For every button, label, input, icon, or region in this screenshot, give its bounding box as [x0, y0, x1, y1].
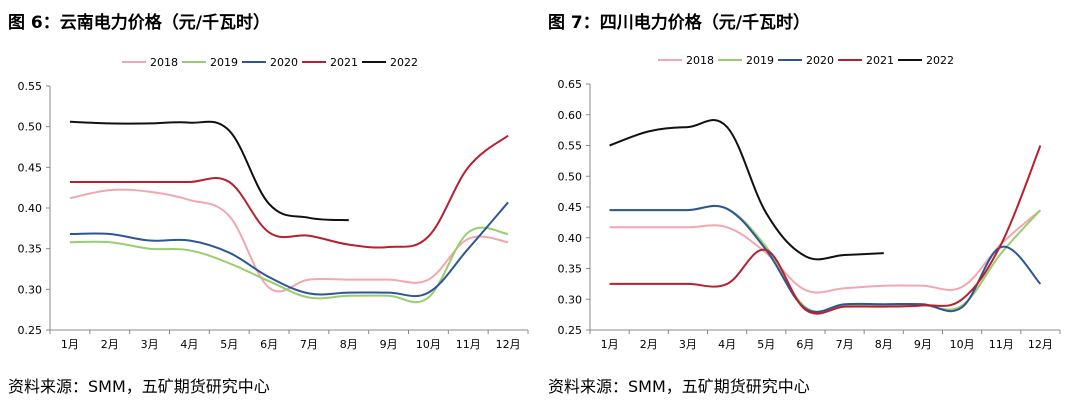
x-tick-label: 8月	[340, 338, 358, 351]
x-tick-label: 6月	[260, 338, 278, 351]
x-tick-label: 5月	[757, 338, 775, 351]
x-tick-label: 4月	[180, 338, 198, 351]
series-line-2019	[69, 226, 509, 304]
chart-panel-yunnan: 图 6：云南电力价格（元/千瓦时） 0.25 0.30 0.35 0.40 0.45 0.…	[8, 13, 529, 396]
series-line-2018	[69, 188, 509, 293]
chart-source: 资料来源：SMM，五矿期货研究中心	[548, 377, 810, 396]
y-tick-label: 0.45	[18, 161, 43, 174]
legend-label: 2022	[390, 56, 418, 69]
legend-label: 2022	[926, 54, 954, 67]
x-tick-label: 11月	[456, 338, 481, 351]
y-tick-label: 0.40	[558, 232, 583, 245]
x-tick-label: 3月	[141, 338, 159, 351]
chart-title: 图 6：云南电力价格（元/千瓦时）	[8, 13, 270, 33]
x-tick-label: 10月	[416, 338, 441, 351]
series-line-2018	[609, 209, 1042, 294]
chart-sichuan: 0.25 0.30 0.35 0.40 0.45 0.50 0.55 0.60 0.65 1月 2月…	[558, 54, 1061, 351]
y-tick-label: 0.55	[18, 80, 43, 93]
chart-yunnan: 0.25 0.30 0.35 0.40 0.45 0.50 0.55 1月 2月 3月 4月 5月 6月…	[18, 56, 529, 351]
y-tick-label: 0.60	[558, 109, 583, 122]
chart-source: 资料来源：SMM，五矿期货研究中心	[8, 377, 270, 396]
y-tick-label: 0.35	[18, 243, 43, 256]
x-tick-label: 1月	[61, 338, 79, 351]
y-tick-label: 0.30	[18, 283, 43, 296]
legend-label: 2021	[330, 56, 358, 69]
x-tick-label: 9月	[914, 338, 932, 351]
series-line-2021	[69, 134, 509, 249]
x-tick-label: 5月	[220, 338, 238, 351]
x-tick-label: 10月	[950, 338, 975, 351]
chart-panel-sichuan: 图 7：四川电力价格（元/千瓦时） 0.25 0.30 0.35 0.40 0.45 0.…	[540, 0, 1080, 411]
legend-label: 2018	[686, 54, 714, 67]
legend-label: 2020	[270, 56, 298, 69]
legend-label: 2020	[806, 54, 834, 67]
x-tick-label: 2月	[101, 338, 119, 351]
x-tick-label: 9月	[380, 338, 398, 351]
legend-label: 2021	[866, 54, 894, 67]
y-tick-label: 0.55	[558, 140, 583, 153]
series-line-2020	[69, 201, 509, 298]
x-tick-label: 11月	[989, 338, 1014, 351]
y-tick-label: 0.50	[558, 170, 583, 183]
y-tick-label: 0.45	[558, 201, 583, 214]
y-tick-label: 0.25	[18, 324, 43, 337]
x-tick-label: 1月	[601, 338, 619, 351]
series-line-2020	[609, 204, 1042, 314]
y-tick-label: 0.35	[558, 263, 583, 276]
y-tick-label: 0.25	[558, 324, 583, 337]
x-tick-label: 7月	[300, 338, 318, 351]
chart-title: 图 7：四川电力价格（元/千瓦时）	[548, 13, 810, 33]
x-tick-label: 6月	[796, 338, 814, 351]
y-tick-label: 0.40	[18, 202, 43, 215]
series-line-2021	[609, 145, 1042, 315]
y-tick-label: 0.30	[558, 293, 583, 306]
series-line-2022	[609, 119, 884, 261]
x-tick-label: 3月	[679, 338, 697, 351]
x-tick-label: 12月	[1028, 338, 1053, 351]
series-line-2022	[69, 120, 349, 222]
x-tick-label: 8月	[875, 338, 893, 351]
legend-label: 2019	[746, 54, 774, 67]
legend-label: 2018	[150, 56, 178, 69]
x-tick-label: 7月	[836, 338, 854, 351]
y-tick-label: 0.65	[558, 78, 583, 91]
x-tick-label: 12月	[496, 338, 521, 351]
x-tick-label: 2月	[640, 338, 658, 351]
x-tick-label: 4月	[718, 338, 736, 351]
legend-label: 2019	[210, 56, 238, 69]
y-tick-label: 0.50	[18, 121, 43, 134]
